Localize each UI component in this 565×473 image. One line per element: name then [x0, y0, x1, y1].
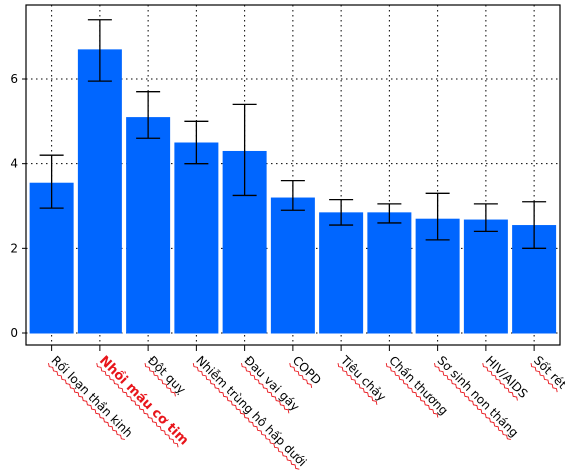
bar: [319, 212, 363, 333]
x-tick-label-group: COPD: [288, 353, 324, 389]
x-tick-label-group: Rối loạn thần kinh: [47, 353, 135, 441]
x-tick-label: Sốt rét: [531, 353, 565, 392]
x-tick-label: Sơ sinh non tháng: [435, 353, 522, 440]
x-tick-label-group: Đột quỵ: [144, 353, 189, 398]
bar: [174, 143, 218, 334]
bar: [126, 117, 170, 333]
x-tick-label-group: HIV/AIDS: [481, 353, 530, 402]
y-tick-label: 2: [10, 241, 18, 255]
y-tick-label: 0: [10, 326, 18, 340]
x-tick-label-group: Nhồi máu cơ tim: [95, 353, 191, 449]
y-axis-ticks: 0 2 4 6: [10, 72, 26, 340]
bar: [464, 220, 508, 334]
x-tick-label-group: Sơ sinh non tháng: [433, 353, 521, 441]
bar: [367, 212, 411, 333]
x-tick-label: Đột quỵ: [145, 353, 188, 396]
x-tick-label-highlighted: Nhồi máu cơ tim: [96, 353, 191, 448]
bar: [271, 198, 315, 334]
y-tick-label: 4: [10, 157, 18, 171]
x-tick-label: HIV/AIDS: [483, 353, 531, 401]
x-tick-label: Tiêu chảy: [337, 353, 388, 404]
bar: [78, 49, 122, 333]
y-tick-label: 6: [10, 72, 18, 86]
x-tick-label-group: Sốt rét: [530, 353, 565, 393]
x-tick-label-group: Tiêu chảy: [336, 353, 389, 406]
x-tick-label: Rối loạn thần kinh: [49, 353, 136, 440]
spellcheck-underline: [192, 363, 299, 470]
